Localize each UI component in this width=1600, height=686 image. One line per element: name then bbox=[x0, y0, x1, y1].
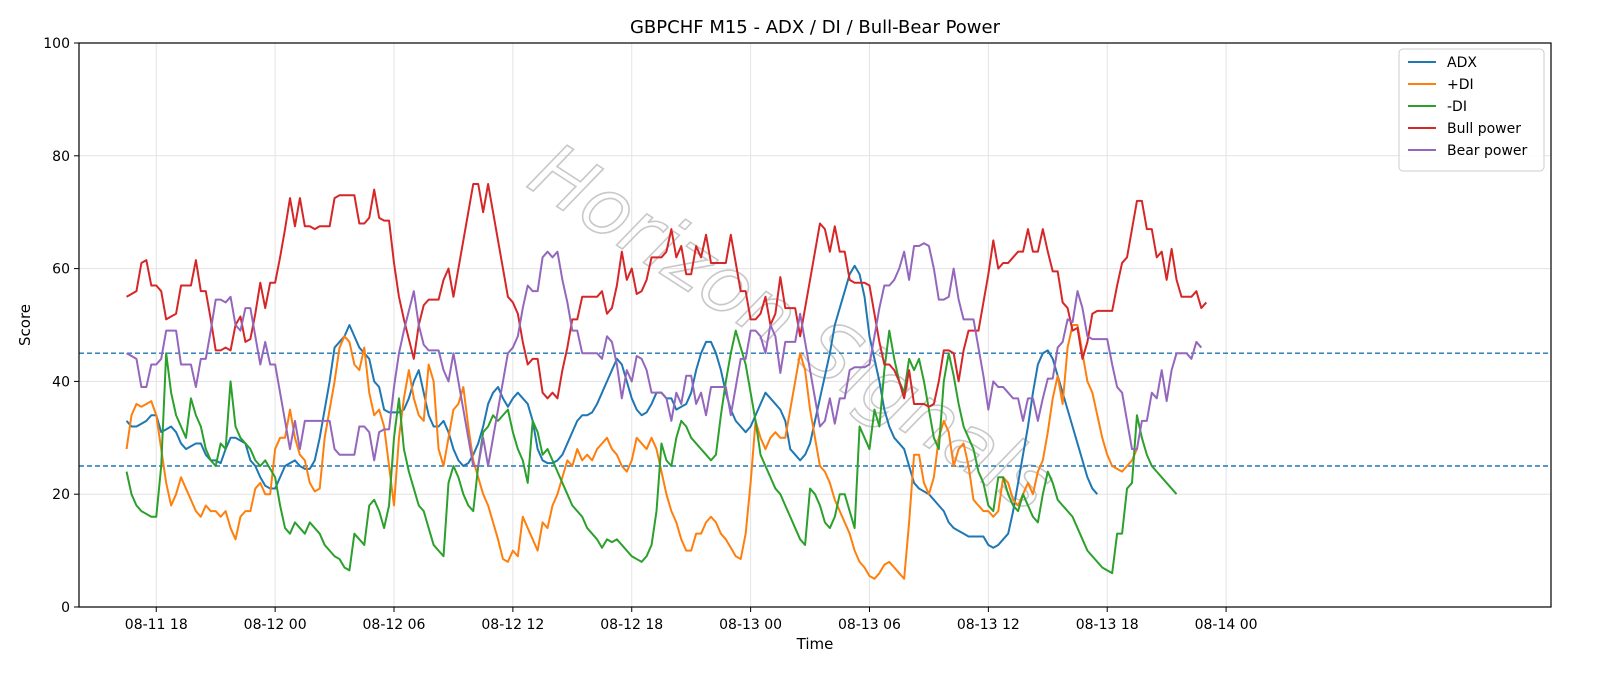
x-tick-label: 08-12 06 bbox=[363, 617, 426, 633]
y-tick-label: 60 bbox=[52, 262, 70, 278]
series-line-bear-power bbox=[126, 242, 1203, 467]
x-tick-label: 08-13 06 bbox=[838, 617, 901, 633]
x-axis: 08-11 18 08-12 00 08-12 06 08-12 12 08-12 18… bbox=[125, 607, 1258, 633]
series-line-di bbox=[125, 329, 1178, 575]
plot-frame bbox=[78, 42, 1552, 608]
y-tick-label: 20 bbox=[52, 487, 70, 503]
x-tick-label: 08-12 18 bbox=[600, 617, 663, 633]
legend-entry: +DI bbox=[1447, 77, 1474, 93]
reference-lines bbox=[79, 352, 1551, 467]
x-tick-label: 08-13 12 bbox=[957, 617, 1020, 633]
chart-title: GBPCHF M15 - ADX / DI / Bull-Bear Power bbox=[630, 17, 1001, 38]
legend-entry: ADX bbox=[1447, 55, 1477, 71]
y-tick-label: 40 bbox=[52, 374, 70, 390]
legend-entry: Bull power bbox=[1447, 121, 1521, 137]
x-tick-label: 08-11 18 bbox=[125, 617, 188, 633]
legend-box bbox=[1398, 48, 1545, 172]
x-tick-label: 08-13 18 bbox=[1076, 617, 1139, 633]
x-axis-label: Time bbox=[796, 635, 834, 653]
y-axis-label: Score bbox=[16, 304, 34, 346]
x-tick-label: 08-13 00 bbox=[719, 617, 782, 633]
legend-entry: Bear power bbox=[1447, 143, 1528, 159]
y-tick-label: 80 bbox=[52, 149, 70, 165]
x-tick-label: 08-12 00 bbox=[244, 617, 307, 633]
y-tick-label: 100 bbox=[43, 36, 70, 52]
series-line-adx bbox=[125, 264, 1099, 549]
x-tick-label: 08-14 00 bbox=[1195, 617, 1258, 633]
series-lines bbox=[125, 183, 1208, 580]
y-axis: 0 20 40 60 80 100 bbox=[43, 36, 79, 616]
legend: ADX +DI -DI Bull power Bear power bbox=[1398, 48, 1545, 172]
y-tick-label: 0 bbox=[61, 600, 70, 616]
x-tick-label: 08-12 12 bbox=[481, 617, 544, 633]
series-line-di bbox=[125, 324, 1138, 580]
series-line-bull-power bbox=[126, 183, 1208, 408]
legend-entry: -DI bbox=[1447, 99, 1467, 115]
